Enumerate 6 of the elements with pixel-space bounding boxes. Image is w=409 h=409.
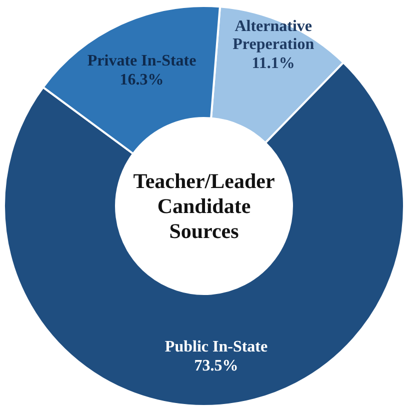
data-label: 11.1% xyxy=(252,54,295,72)
slice-label: Private In-State xyxy=(87,52,196,70)
slice-label: Public In-State xyxy=(164,338,268,356)
text: Teacher/Leader Candidate Sources xyxy=(133,169,275,243)
data-label: 73.5% xyxy=(194,357,238,374)
data-label: 16.3% xyxy=(120,72,164,88)
